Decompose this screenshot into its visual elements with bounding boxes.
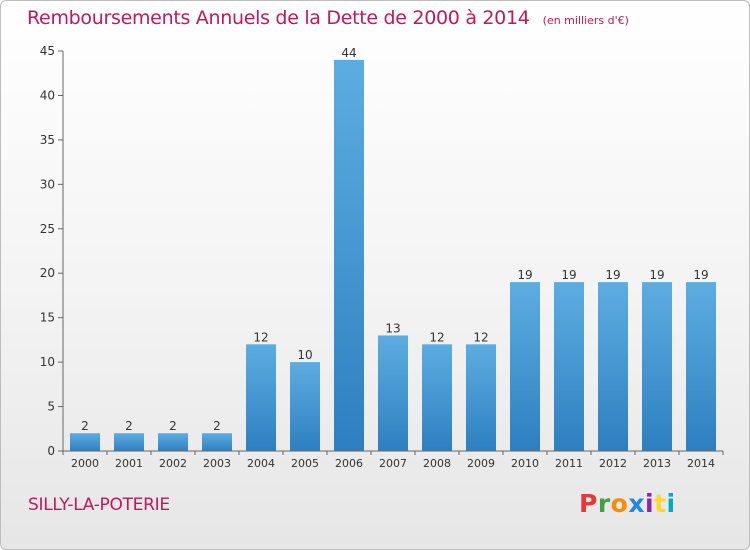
brand-letter: P xyxy=(579,489,598,518)
brand-letter: i xyxy=(666,489,676,518)
bar-2004 xyxy=(246,344,276,451)
bar-2012 xyxy=(598,282,628,451)
x-tick-label-2009: 2009 xyxy=(467,457,495,470)
y-tick-label-15: 15 xyxy=(40,311,55,325)
y-tick-label-45: 45 xyxy=(40,44,55,58)
bar-2003 xyxy=(202,433,232,451)
data-label-2002: 2 xyxy=(169,419,177,433)
data-label-2004: 12 xyxy=(253,330,268,344)
x-tick-label-2013: 2013 xyxy=(643,457,671,470)
x-tick-label-2004: 2004 xyxy=(247,457,275,470)
data-label-2014: 19 xyxy=(693,268,708,282)
brand-letter: o xyxy=(610,489,629,518)
x-tick-label-2005: 2005 xyxy=(291,457,319,470)
proxiti-logo[interactable]: Proxiti xyxy=(579,489,676,518)
bar-2011 xyxy=(554,282,584,451)
bars-group: 2 2 2 2 12 10 44 13 12 12 19 19 19 19 19 xyxy=(70,46,716,452)
data-label-2000: 2 xyxy=(81,419,89,433)
x-tick-label-2002: 2002 xyxy=(159,457,187,470)
y-tick-label-40: 40 xyxy=(40,88,55,102)
x-tick-label-2000: 2000 xyxy=(71,457,99,470)
data-label-2013: 19 xyxy=(649,268,664,282)
x-tick-label-2008: 2008 xyxy=(423,457,451,470)
data-label-2010: 19 xyxy=(517,268,532,282)
y-tick-label-30: 30 xyxy=(40,177,55,191)
data-label-2011: 19 xyxy=(561,268,576,282)
data-label-2009: 12 xyxy=(473,330,488,344)
brand-letter: x xyxy=(628,489,645,518)
y-tick-label-25: 25 xyxy=(40,222,55,236)
bar-2007 xyxy=(378,335,408,451)
data-label-2003: 2 xyxy=(213,419,221,433)
y-tick-label-5: 5 xyxy=(47,400,55,414)
bar-2009 xyxy=(466,344,496,451)
x-tick-label-2007: 2007 xyxy=(379,457,407,470)
y-tick-label-10: 10 xyxy=(40,355,55,369)
y-tick-label-35: 35 xyxy=(40,133,55,147)
chart-title: Remboursements Annuels de la Dette de 20… xyxy=(27,7,530,29)
commune-name: SILLY-LA-POTERIE xyxy=(28,495,170,515)
x-tick-label-2003: 2003 xyxy=(203,457,231,470)
bar-2000 xyxy=(70,433,100,451)
bar-2006 xyxy=(334,59,364,452)
data-label-2005: 10 xyxy=(297,348,312,362)
bar-2008 xyxy=(422,344,452,451)
data-label-2008: 12 xyxy=(429,330,444,344)
axes-group: 2000 2001 2002 2003 2004 2005 2006 2007 2008 2009… xyxy=(40,44,724,470)
bar-2013 xyxy=(642,282,672,451)
y-tick-label-0: 0 xyxy=(47,444,55,458)
data-label-2006: 44 xyxy=(341,46,356,60)
chart-unit: (en milliers d'€) xyxy=(542,14,629,27)
x-tick-label-2014: 2014 xyxy=(687,457,715,470)
bar-2014 xyxy=(686,282,716,451)
bar-2002 xyxy=(158,433,188,451)
bar-2001 xyxy=(114,433,144,451)
x-tick-label-2012: 2012 xyxy=(599,457,627,470)
chart-header: Remboursements Annuels de la Dette de 20… xyxy=(27,7,629,29)
x-tick-label-2006: 2006 xyxy=(335,457,363,470)
x-tick-label-2001: 2001 xyxy=(115,457,143,470)
x-tick-label-2010: 2010 xyxy=(511,457,539,470)
data-label-2001: 2 xyxy=(125,419,133,433)
brand-letter: i xyxy=(645,489,655,518)
x-tick-label-2011: 2011 xyxy=(555,457,583,470)
data-label-2007: 13 xyxy=(385,321,400,335)
data-label-2012: 19 xyxy=(605,268,620,282)
brand-letter: r xyxy=(597,489,611,518)
bar-2005 xyxy=(290,362,320,451)
brand-letter: t xyxy=(654,489,667,518)
bar-2010 xyxy=(510,282,540,451)
y-tick-label-20: 20 xyxy=(40,266,55,280)
